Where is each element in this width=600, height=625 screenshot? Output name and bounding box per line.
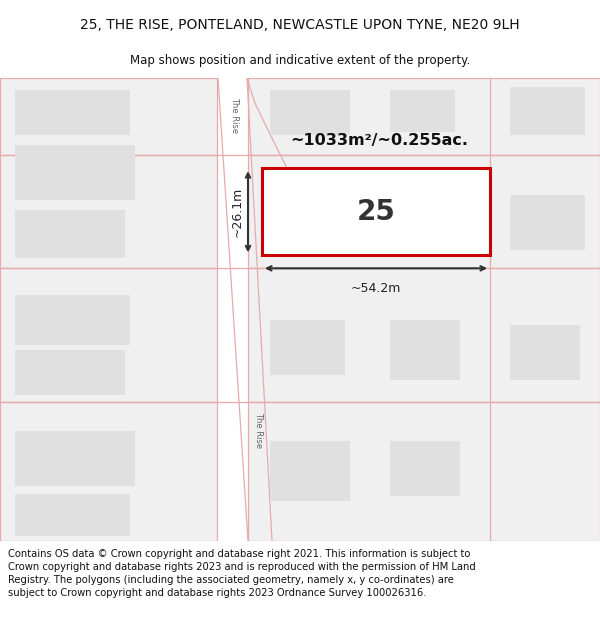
Bar bbox=[510, 195, 585, 250]
Bar bbox=[15, 351, 125, 396]
Bar bbox=[270, 321, 345, 376]
Bar bbox=[15, 494, 130, 536]
Bar bbox=[15, 431, 135, 486]
Text: ~54.2m: ~54.2m bbox=[351, 282, 401, 296]
Bar bbox=[15, 210, 125, 258]
Bar bbox=[0, 155, 217, 268]
Bar bbox=[0, 78, 217, 155]
Bar bbox=[248, 155, 600, 268]
Bar bbox=[262, 168, 490, 256]
Bar bbox=[390, 441, 460, 496]
Bar bbox=[270, 90, 350, 135]
Text: ~26.1m: ~26.1m bbox=[231, 187, 244, 237]
Text: 25: 25 bbox=[356, 198, 395, 226]
Bar bbox=[15, 145, 135, 200]
Bar bbox=[248, 268, 600, 402]
Text: ~1033m²/~0.255ac.: ~1033m²/~0.255ac. bbox=[290, 132, 468, 148]
Polygon shape bbox=[218, 78, 272, 541]
Bar bbox=[270, 441, 350, 501]
Text: Map shows position and indicative extent of the property.: Map shows position and indicative extent… bbox=[130, 54, 470, 68]
Bar bbox=[390, 321, 460, 381]
Bar bbox=[248, 78, 600, 155]
Text: 25, THE RISE, PONTELAND, NEWCASTLE UPON TYNE, NE20 9LH: 25, THE RISE, PONTELAND, NEWCASTLE UPON … bbox=[80, 18, 520, 32]
Bar bbox=[510, 326, 580, 381]
Bar bbox=[15, 90, 130, 135]
Bar bbox=[0, 268, 217, 402]
Text: subject to Crown copyright and database rights 2023 Ordnance Survey 100026316.: subject to Crown copyright and database … bbox=[8, 588, 427, 598]
Bar bbox=[0, 402, 217, 541]
Text: Contains OS data © Crown copyright and database right 2021. This information is : Contains OS data © Crown copyright and d… bbox=[8, 549, 470, 559]
Bar bbox=[510, 87, 585, 135]
Text: The Rise: The Rise bbox=[230, 97, 239, 133]
Bar bbox=[248, 402, 600, 541]
Bar bbox=[15, 296, 130, 346]
Bar bbox=[390, 90, 455, 132]
Text: Registry. The polygons (including the associated geometry, namely x, y co-ordina: Registry. The polygons (including the as… bbox=[8, 575, 454, 585]
Bar bbox=[325, 190, 390, 245]
Text: The Rise: The Rise bbox=[254, 412, 263, 449]
Text: Crown copyright and database rights 2023 and is reproduced with the permission o: Crown copyright and database rights 2023… bbox=[8, 562, 476, 572]
